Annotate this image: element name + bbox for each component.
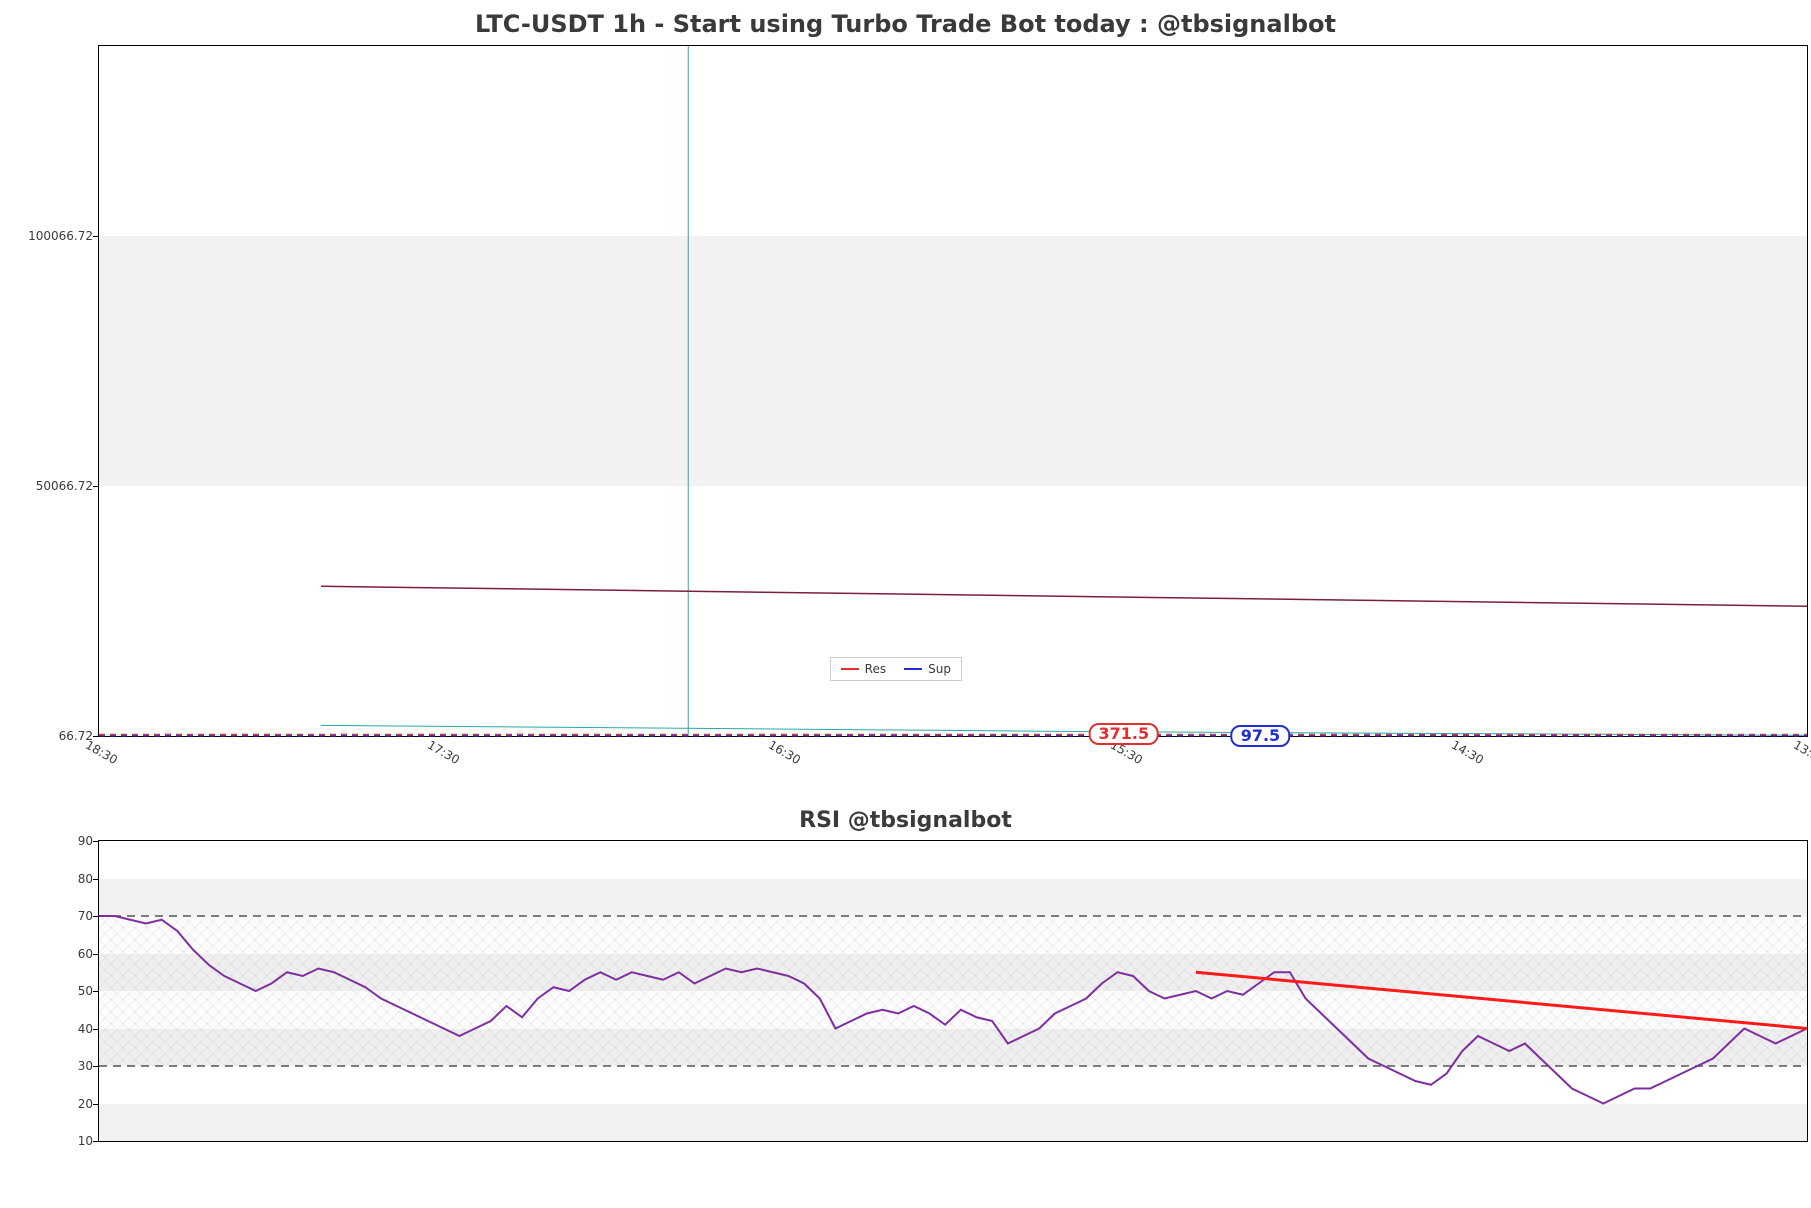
price-xtick-label: 18:30	[83, 738, 120, 767]
price-ytick-label: 50066.72	[36, 479, 99, 493]
rsi-chart-title: RSI @tbsignalbot	[0, 808, 1811, 833]
legend-label: Res	[865, 662, 886, 676]
price-xtick-label: 17:30	[425, 738, 462, 767]
rsi-chart-plot: 102030405060708090	[98, 840, 1808, 1142]
page: LTC-USDT 1h - Start using Turbo Trade Bo…	[0, 0, 1811, 1208]
price-chart-plot: 66.7250066.72100066.7218:3017:3016:3015:…	[98, 45, 1808, 737]
rsi-chart-svg	[99, 841, 1807, 1141]
price-res-tag: 371.5	[1088, 723, 1159, 745]
legend-item: Sup	[904, 662, 951, 676]
price-xtick-label: 14:30	[1449, 738, 1486, 767]
price-xtick-label: 16:30	[766, 738, 803, 767]
legend-swatch	[904, 668, 922, 670]
legend-label: Sup	[928, 662, 951, 676]
price-chart-svg	[99, 46, 1807, 736]
price-sup-tag: 97.5	[1231, 725, 1290, 747]
legend-item: Res	[841, 662, 886, 676]
price-ytick-label: 100066.72	[28, 229, 99, 243]
price-chart-title: LTC-USDT 1h - Start using Turbo Trade Bo…	[0, 10, 1811, 38]
price-legend: Res Sup	[830, 657, 962, 681]
legend-swatch	[841, 668, 859, 670]
price-xtick-label: 13:30	[1791, 738, 1811, 767]
